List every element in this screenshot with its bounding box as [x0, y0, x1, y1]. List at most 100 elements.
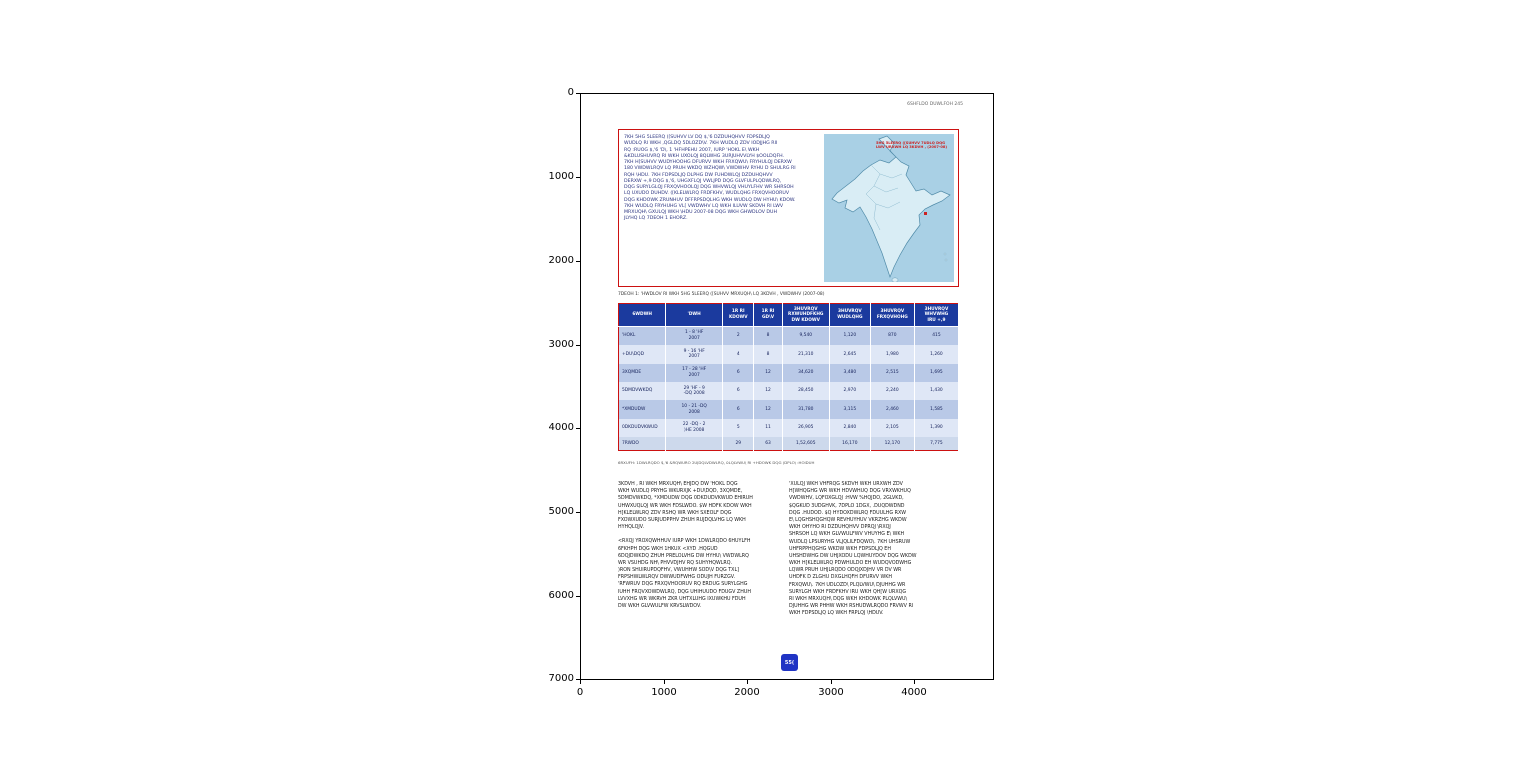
text-line: DJUHHG WR PHHW WKH RSHUDWLRQDO FRVWV RI — [789, 604, 914, 610]
table-cell: 63 — [753, 437, 783, 451]
table-cell: 2,645 — [829, 345, 871, 364]
table-header-cell: 1R RI GD\V — [753, 303, 783, 327]
text-line: DQG KHDOWK ZRUNHUV DFFRPSDQLHG WKH WUDLQ… — [624, 197, 796, 203]
text-line: LVVXHG WR WKRVH ZKR UHTXLUHG IXUWKHU FDU… — [618, 596, 746, 602]
table-cell: 16,170 — [829, 437, 871, 451]
map-title-line2: LWV URXWH LQ 3KDVH , (2007-08) — [876, 145, 947, 150]
table-cell: 3XQMDE — [618, 363, 667, 383]
text-line: 7KH H[SUHVV WUDYHOOHG DFURVV WKH FRXQWU\… — [624, 160, 792, 165]
text-line: FRXQWU\. 7KH UDLOZD\ PLQLVWU\ DJUHHG WR — [789, 582, 906, 588]
table-row: 'HOKL 1 - 8 'HF 2007 2 8 9,540 1,120 870 415 — [618, 326, 960, 346]
table-cell: 12,170 — [870, 437, 915, 451]
x-tick-label: 2000 — [734, 687, 760, 698]
table-cell: +DU\DQD — [618, 345, 667, 364]
text-line: )RON SHUIRUPDQFHV, VWUHHW SOD\V DQG TXL] — [618, 568, 739, 574]
y-tick-label: 6000 — [548, 590, 574, 601]
table-cell: 1,585 — [914, 400, 960, 419]
text-line: HYHQLQJV. — [618, 525, 644, 531]
table-header-cell: 3HUVRQV FRXQVHOHG — [870, 303, 915, 327]
table-cell: 0DKDUDVKWUD — [618, 418, 667, 438]
text-line: IUHH FRQVXOWDWLRQ, DQG UHIHUUDO FDUGV ZH… — [618, 589, 751, 595]
text-line: WKH OHYHO RI DZDUHQHVV DPRQJ \RXQJ — [789, 525, 891, 531]
table-row: 3XQMDE 17 - 28 'HF 2007 6 12 34,620 3,480 2,51… — [618, 363, 960, 383]
text-line: 'XULQJ WKH VHFRQG SKDVH WKH URXWH ZDV — [789, 482, 903, 487]
text-line: $QGKUD 3UDGHVK, 7DPLO 1DGX, .DUQDWDND — [789, 503, 905, 509]
map-marker — [924, 212, 927, 215]
table-cell: 11 — [753, 418, 783, 438]
table-header-cell: 6WDWH — [618, 303, 667, 327]
page-header-note: 6SHFLDO DUWLFOH 245 — [907, 102, 963, 107]
india-map: 5HG 5LEERQ ([SUHVV 7UDLQ DQG LWV URXWH L… — [824, 134, 954, 282]
body-text-left-column: 3KDVH , RI WKH MRXUQH\ EHJDQ DW 'HOKL DQ… — [618, 481, 788, 610]
table-cell: 6 — [722, 382, 755, 401]
table-cell: 7,775 — [914, 437, 960, 451]
body-text-right-column: 'XULQJ WKH VHFRQG SKDVH WKH URXWH ZDV H[W… — [789, 481, 959, 618]
text-line: FXOWXUDO SURJUDPPHV ZHUH RUJDQLVHG LQ WK… — [618, 517, 746, 523]
text-line: RQ :RUOG $,'6 'D\, 1 'HFHPEHU 2007, IURP… — [624, 147, 760, 153]
x-tick-label: 3000 — [818, 687, 844, 698]
y-tick-mark — [576, 428, 580, 429]
intro-box: 7KH 5HG 5LEERQ ([SUHVV LV DQ $,'6 DZDUHQ… — [618, 129, 959, 287]
y-tick-label: 5000 — [548, 506, 574, 517]
y-tick-mark — [576, 261, 580, 262]
table-cell: 1,120 — [829, 326, 871, 346]
text-line: H[KLELWLRQ ZDV RSHQ WR WKH SXEOLF DQG — [618, 510, 732, 516]
text-line: MRXUQH\ GXULQJ WKH \HDU 2007-08 DQG WKH … — [624, 210, 777, 215]
table-row: 0DKDUDVKWUD 22 -DQ - 2 )HE 2008 5 11 26,905 2… — [618, 418, 960, 438]
text-line: UHDFK D ZLGHU DXGLHQFH DFURVV WKH — [789, 575, 893, 581]
text-line: UHFRPPHQGHG WKDW WKH FDPSDLJQ EH — [789, 546, 891, 552]
y-tick-label: 4000 — [548, 422, 574, 433]
table-header-cell: 3HUVRQV RXWUHDFKHG DW KDOWV — [782, 303, 830, 327]
x-tick-mark — [831, 680, 832, 684]
y-tick-mark — [576, 345, 580, 346]
plot-area: 6SHFLDO DUWLFOH 245 7KH 5HG 5LEERQ ([SUH… — [580, 93, 994, 680]
y-tick-mark — [576, 177, 580, 178]
text-line: RQH \HDU. 7KH FDPSDLJQ DLPHG DW FUHDWLQJ… — [624, 172, 773, 178]
table-cell: 17 - 28 'HF 2007 — [665, 363, 724, 383]
y-tick-label: 1000 — [548, 171, 574, 182]
table-header-row: 6WDWH 'DWH 1R RI KDOWV 1R RI GD\V 3HUVRQV RX… — [618, 303, 960, 327]
table-cell: 21,310 — [782, 345, 830, 364]
text-line: VWDWHV, LQFOXGLQJ :HVW %HQJDO, 2GLVKD, — [789, 496, 904, 502]
table-caption: 7DEOH 1: 'HWDLOV RI WKH 5HG 5LEERQ ([SUH… — [618, 292, 825, 297]
x-tick-label: 4000 — [901, 687, 927, 698]
table-cell: 12 — [753, 400, 783, 419]
table-cell: 9,540 — [782, 326, 830, 346]
text-line: DW WKH GLVWULFW KRVSLWDOV. — [618, 604, 702, 609]
table-cell: 31,780 — [782, 400, 830, 419]
text-line: LQWR PRUH UHJLRQDO ODQJXDJHV VR DV WR — [789, 568, 902, 574]
x-tick-mark — [664, 680, 665, 684]
x-tick-mark — [747, 680, 748, 684]
y-tick-mark — [576, 679, 580, 680]
table-row: *XMDUDW 10 - 21 -DQ 2008 6 12 31,780 3,115 2,4… — [618, 400, 960, 419]
table-cell: 5 — [722, 418, 755, 438]
table-cell: *XMDUDW — [618, 400, 667, 419]
table-cell: 1,260 — [914, 345, 960, 364]
table-cell: 12 — [753, 382, 783, 401]
table-cell: 29 'HF - 9 -DQ 2008 — [665, 382, 724, 401]
y-tick-mark — [576, 596, 580, 597]
text-line: 7KH 5HG 5LEERQ ([SUHVV LV DQ $,'6 DZDUHQ… — [624, 135, 770, 140]
y-tick-label: 2000 — [548, 255, 574, 266]
text-line: H[WHQGHG WR WKH HDVWHUQ DQG VRXWKHUQ — [789, 489, 911, 495]
table-cell: 8 — [753, 345, 783, 364]
map-title: 5HG 5LEERQ ([SUHVV 7UDLQ DQG LWV URXWH L… — [876, 141, 952, 150]
text-line: 7KH WUDLQ FRYHUHG VL[ VWDWHV LQ WKH ILUV… — [624, 203, 784, 209]
text-line: LQ UXUDO DUHDV. ([KLELWLRQ FRDFKHV, WUDL… — [624, 191, 790, 197]
table-cell: 6 — [722, 363, 755, 383]
table-cell: 2,460 — [870, 400, 915, 419]
table-cell: 1,695 — [914, 363, 960, 383]
table-cell: 2,840 — [829, 418, 871, 438]
table-cell: 2,970 — [829, 382, 871, 401]
y-tick-label: 3000 — [548, 339, 574, 350]
text-line: 5DMDVWKDQ, *XMDUDW DQG 0DKDUDVKWUD EHIRU… — [618, 496, 753, 502]
x-tick-mark — [580, 680, 581, 684]
table-cell: 2,515 — [870, 363, 915, 383]
table-cell: 29 — [722, 437, 755, 451]
table-cell: 5DMDVWKDQ — [618, 382, 667, 401]
text-line: 'RFWRUV DQG FRXQVHOORUV RQ ERDUG SURYLGH… — [618, 582, 748, 588]
text-line: SHRSOH LQ WKH GLVWULFWV VHUYHG E\ WKH — [789, 532, 905, 538]
table-cell: 870 — [870, 326, 915, 346]
y-tick-label: 7000 — [548, 673, 574, 684]
